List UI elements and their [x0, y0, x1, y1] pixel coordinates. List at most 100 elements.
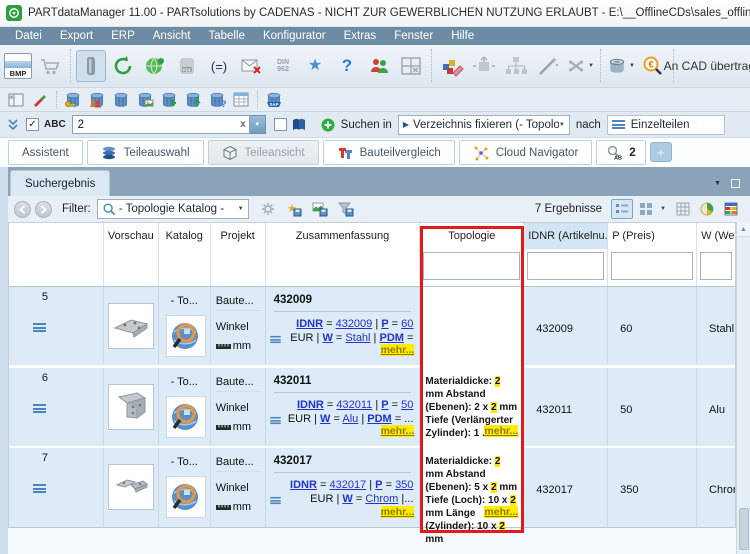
view-thumbnails-button[interactable] [635, 199, 657, 219]
catalog-thumbnail[interactable] [165, 315, 206, 357]
db-login-button[interactable] [62, 90, 84, 110]
panel-menu-button[interactable]: ▼ [714, 180, 721, 187]
table-row[interactable]: 7 - To... Baute... Winkel mm 432017 IDNR = … [9, 448, 735, 545]
view-table-button[interactable] [672, 199, 694, 219]
export-assembly-button[interactable] [469, 50, 499, 82]
menu-tabelle[interactable]: Tabelle [208, 30, 245, 42]
db-plain-button[interactable] [110, 90, 132, 110]
din-norm-button[interactable]: DIN 962 [268, 50, 298, 82]
tab-suchergebnis[interactable]: Suchergebnis [10, 170, 111, 196]
menu-konfigurator[interactable]: Konfigurator [262, 30, 326, 42]
mehr-link[interactable]: mehr... [484, 425, 519, 437]
scrollbar-thumb[interactable] [739, 508, 749, 550]
header-werkstoff[interactable]: W (We... [697, 223, 735, 286]
verzeichnis-dropdown[interactable]: ▶ Verzeichnis fixieren (- Topologie Kata… [397, 114, 570, 135]
header-rownum[interactable] [9, 223, 104, 286]
save-result-image-button[interactable] [309, 199, 331, 219]
menu-datei[interactable]: Datei [15, 30, 42, 42]
menu-ansicht[interactable]: Ansicht [152, 30, 191, 42]
search-input[interactable] [71, 115, 250, 134]
arrange-button[interactable]: ▼ [565, 50, 595, 82]
mehr-link[interactable]: mehr... [380, 425, 415, 437]
add-search-icon[interactable] [321, 118, 335, 132]
part-preview-thumbnail[interactable] [107, 384, 154, 430]
row-menu-icon[interactable] [33, 484, 46, 493]
table-row[interactable]: 5 - To... Baute... Winkel mm 432009 IDNR = … [9, 287, 735, 368]
shopping-cart-button[interactable] [35, 50, 65, 82]
menu-export[interactable]: Export [59, 30, 94, 42]
header-preis[interactable]: P (Preis) [608, 223, 698, 286]
dictionary-book-icon[interactable] [291, 117, 307, 133]
menu-erp[interactable]: ERP [111, 30, 135, 42]
layout-button[interactable] [5, 90, 27, 110]
refresh-button[interactable] [108, 50, 138, 82]
catalog-name[interactable]: - To... [170, 376, 198, 388]
price-search-button[interactable]: € [638, 50, 668, 82]
classification-button[interactable] [437, 50, 467, 82]
tab-teileauswahl[interactable]: Teileauswahl [86, 140, 204, 165]
compare-values-button[interactable]: (=) [204, 50, 234, 82]
menu-hilfe[interactable]: Hilfe [451, 30, 475, 42]
catalog-thumbnail[interactable] [165, 396, 206, 438]
search-history-dropdown[interactable]: ▼ [249, 115, 266, 134]
eco-update-button[interactable] [140, 50, 170, 82]
back-button[interactable] [14, 200, 31, 218]
part-preview-thumbnail[interactable] [107, 303, 154, 349]
part-preview-thumbnail[interactable] [107, 464, 154, 510]
sap-connection-button[interactable]: SAP [263, 90, 285, 110]
mehr-link[interactable]: mehr... [484, 506, 519, 518]
add-tab-button[interactable]: + [649, 142, 672, 162]
menu-fenster[interactable]: Fenster [394, 30, 434, 42]
table-scrollbar[interactable]: ▲ [736, 222, 750, 554]
header-topologie[interactable]: Topologie [420, 223, 525, 286]
header-vorschau[interactable]: Vorschau [104, 223, 159, 286]
summary-menu-icon[interactable] [269, 496, 281, 505]
header-idnr[interactable]: IDNR (Artikelnu... [524, 223, 609, 286]
part-view-button[interactable]: ▼ [606, 50, 636, 82]
header-projekt[interactable]: Projekt [211, 223, 266, 286]
filter-input-idnr[interactable] [527, 252, 605, 280]
table-calc-button[interactable] [230, 90, 252, 110]
standoff-part-button[interactable] [76, 50, 106, 82]
catalog-name[interactable]: - To... [170, 295, 198, 307]
bmp-export-button[interactable]: BMP [3, 50, 33, 82]
save-filter-button[interactable] [335, 199, 357, 219]
row-menu-icon[interactable] [33, 404, 46, 413]
filter-settings-button[interactable] [257, 199, 279, 219]
help-button[interactable]: ? [332, 50, 362, 82]
text-search-checkbox[interactable]: ✓ [26, 118, 39, 131]
clear-search-icon[interactable]: x [240, 119, 246, 130]
einzelteilen-dropdown[interactable]: Einzelteilen [606, 114, 725, 135]
filter-input-werkstoff[interactable] [700, 252, 733, 280]
header-zusammenfassung[interactable]: Zusammenfassung [266, 223, 421, 286]
summary-menu-icon[interactable] [269, 416, 281, 425]
view-chart-button[interactable] [696, 199, 718, 219]
db-tree-button[interactable] [182, 90, 204, 110]
db-image-button[interactable] [134, 90, 156, 110]
save-favorite-search-button[interactable]: ★ [283, 199, 305, 219]
tab-teileansicht[interactable]: Teileansicht [207, 140, 319, 165]
option-checkbox[interactable] [273, 118, 287, 131]
catalog-name[interactable]: - To... [170, 456, 198, 468]
filter-dropdown[interactable]: - Topologie Katalog - ▼ [96, 199, 249, 219]
forward-button[interactable] [35, 200, 52, 218]
row-menu-icon[interactable] [33, 323, 46, 332]
mehr-link[interactable]: mehr... [380, 344, 415, 356]
pdf-grabber-button[interactable]: PDF [172, 50, 202, 82]
an-cad-button[interactable]: An CAD übertragen [664, 50, 750, 82]
user-roles-button[interactable] [364, 50, 394, 82]
view-list-button[interactable] [611, 199, 634, 219]
panel-maximize-button[interactable] [731, 179, 740, 188]
db-users-button[interactable] [86, 90, 108, 110]
tab-bauteilvergleich[interactable]: Bauteilvergleich [322, 140, 455, 165]
structure-button[interactable] [501, 50, 531, 82]
mail-remove-button[interactable] [236, 50, 266, 82]
filter-input-topologie[interactable] [423, 252, 521, 280]
tab-assistent[interactable]: Assistent [8, 140, 83, 165]
favorites-button[interactable]: ★ [300, 50, 330, 82]
view-dropdown-caret-icon[interactable]: ▼ [660, 206, 666, 212]
table-row[interactable]: 6 - To... Baute... Winkel mm 432011 IDNR = … [9, 368, 735, 448]
db-status-button[interactable]: ? [206, 90, 228, 110]
wizard-button[interactable] [533, 50, 563, 82]
